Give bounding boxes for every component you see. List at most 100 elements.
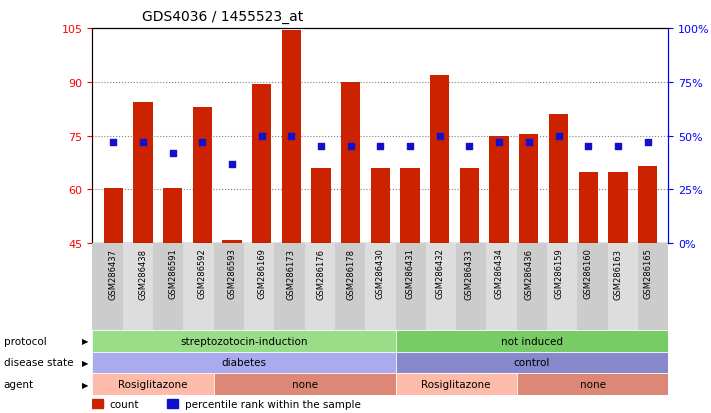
Bar xyxy=(153,244,183,330)
Bar xyxy=(167,399,178,408)
Point xyxy=(256,133,267,140)
Bar xyxy=(274,244,304,330)
Text: protocol: protocol xyxy=(4,336,46,346)
Bar xyxy=(395,352,668,373)
Text: diabetes: diabetes xyxy=(222,358,267,368)
Text: GSM286436: GSM286436 xyxy=(524,248,533,299)
Bar xyxy=(163,188,182,244)
Bar xyxy=(456,244,486,330)
Bar xyxy=(104,188,123,244)
Text: Rosiglitazone: Rosiglitazone xyxy=(422,379,491,389)
Text: GSM286434: GSM286434 xyxy=(495,248,503,299)
Bar xyxy=(430,76,449,244)
Text: GSM286163: GSM286163 xyxy=(614,248,622,299)
Bar xyxy=(335,244,365,330)
Text: GSM286159: GSM286159 xyxy=(554,248,563,299)
Text: GSM286178: GSM286178 xyxy=(346,248,356,299)
Bar xyxy=(517,373,668,395)
Bar xyxy=(252,84,272,244)
Text: GSM286176: GSM286176 xyxy=(316,248,326,299)
Point xyxy=(493,140,505,146)
Bar xyxy=(92,373,214,395)
Text: GSM286160: GSM286160 xyxy=(584,248,593,299)
Point xyxy=(405,144,416,150)
Text: GSM286165: GSM286165 xyxy=(643,248,652,299)
Text: GSM286591: GSM286591 xyxy=(168,248,177,299)
Bar xyxy=(400,169,419,244)
Text: GSM286433: GSM286433 xyxy=(465,248,474,299)
Point xyxy=(434,133,446,140)
Point xyxy=(137,140,149,146)
Bar xyxy=(123,244,153,330)
Bar xyxy=(92,244,123,330)
Bar xyxy=(577,244,608,330)
Text: GSM286431: GSM286431 xyxy=(405,248,415,299)
Text: none: none xyxy=(579,379,606,389)
Text: ▶: ▶ xyxy=(82,337,89,346)
Bar xyxy=(311,169,331,244)
Text: ▶: ▶ xyxy=(82,380,89,389)
Text: streptozotocin-induction: streptozotocin-induction xyxy=(180,336,308,346)
Bar xyxy=(370,169,390,244)
Text: not induced: not induced xyxy=(501,336,563,346)
Bar xyxy=(304,244,335,330)
Bar xyxy=(426,244,456,330)
Point xyxy=(464,144,475,150)
Bar xyxy=(549,115,568,244)
Bar xyxy=(638,167,657,244)
Bar xyxy=(282,31,301,244)
Bar xyxy=(244,244,274,330)
Bar xyxy=(486,244,517,330)
Bar xyxy=(365,244,395,330)
Text: disease state: disease state xyxy=(4,358,73,368)
Text: ▶: ▶ xyxy=(82,358,89,367)
Bar xyxy=(395,244,426,330)
Bar xyxy=(519,135,538,244)
Point xyxy=(345,144,356,150)
Point xyxy=(523,140,535,146)
Bar xyxy=(579,172,598,244)
Bar xyxy=(133,102,153,244)
Point xyxy=(167,150,178,157)
Text: GSM286169: GSM286169 xyxy=(257,248,266,299)
Text: count: count xyxy=(109,399,139,409)
Text: GSM286592: GSM286592 xyxy=(198,248,207,299)
Point xyxy=(315,144,326,150)
Bar xyxy=(489,136,509,244)
Text: Rosiglitazone: Rosiglitazone xyxy=(118,379,188,389)
Bar xyxy=(517,244,547,330)
Bar xyxy=(395,330,668,352)
Bar xyxy=(395,373,517,395)
Bar xyxy=(608,172,628,244)
Bar xyxy=(608,244,638,330)
Point xyxy=(107,140,119,146)
Bar xyxy=(460,169,479,244)
Point xyxy=(286,133,297,140)
Bar xyxy=(638,244,668,330)
Point xyxy=(226,161,237,168)
Point xyxy=(375,144,386,150)
Point xyxy=(612,144,624,150)
Bar xyxy=(92,352,395,373)
Text: GSM286432: GSM286432 xyxy=(435,248,444,299)
Text: agent: agent xyxy=(4,379,33,389)
Bar xyxy=(223,240,242,244)
Bar xyxy=(214,244,244,330)
Text: none: none xyxy=(292,379,318,389)
Point xyxy=(642,140,653,146)
Bar xyxy=(92,330,395,352)
Text: GDS4036 / 1455523_at: GDS4036 / 1455523_at xyxy=(142,10,304,24)
Text: percentile rank within the sample: percentile rank within the sample xyxy=(185,399,360,409)
Text: GSM286593: GSM286593 xyxy=(228,248,237,299)
Point xyxy=(553,133,565,140)
Text: control: control xyxy=(514,358,550,368)
Text: GSM286173: GSM286173 xyxy=(287,248,296,299)
Text: GSM286438: GSM286438 xyxy=(139,248,147,299)
Bar xyxy=(214,373,395,395)
Bar xyxy=(341,83,360,244)
Bar xyxy=(547,244,577,330)
Text: GSM286437: GSM286437 xyxy=(109,248,118,299)
Bar xyxy=(193,108,212,244)
Point xyxy=(582,144,594,150)
Bar xyxy=(183,244,214,330)
